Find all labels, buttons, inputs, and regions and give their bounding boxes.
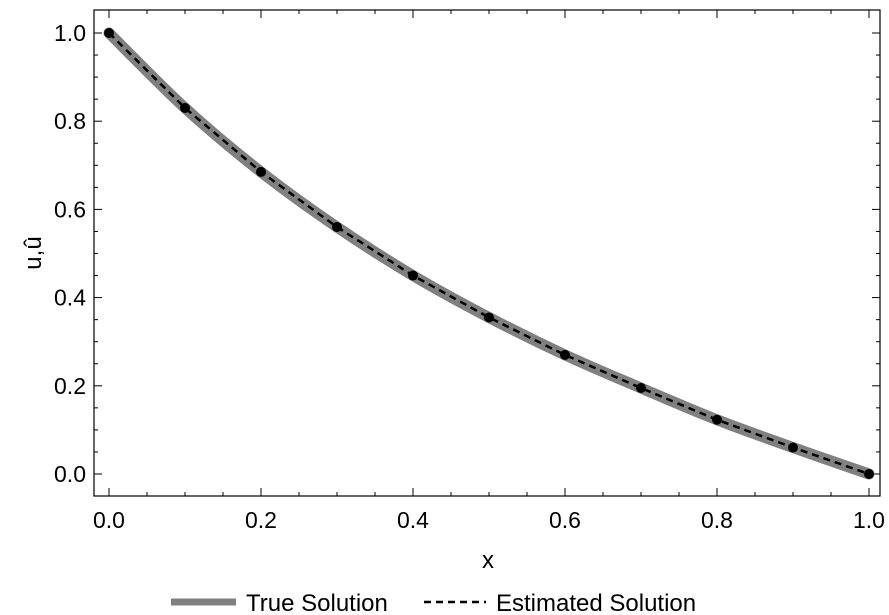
legend: True Solution Estimated Solution	[171, 590, 696, 615]
x-tick-label: 0.2	[245, 507, 277, 533]
y-tick-label: 1.0	[54, 20, 86, 46]
x-tick-label: 0.6	[549, 507, 581, 533]
x-axis-ticks: 0.0 0.2 0.4 0.6 0.8 1.0	[93, 10, 885, 533]
x-tick-label: 0.8	[701, 507, 733, 533]
x-tick-label: 1.0	[853, 507, 885, 533]
y-tick-label: 0.6	[54, 196, 86, 222]
estimated-solution-point	[484, 312, 494, 323]
series-true-solution-line	[103, 27, 875, 480]
x-axis-label: x	[482, 547, 494, 574]
x-tick-label: 0.4	[397, 507, 429, 533]
estimated-solution-point	[180, 102, 190, 113]
estimated-solution-point	[408, 270, 418, 281]
estimated-solution-point	[712, 414, 722, 425]
series-estimated-solution-line	[108, 32, 870, 476]
legend-label-true-solution: True Solution	[246, 590, 388, 615]
legend-label-estimated-solution: Estimated Solution	[496, 590, 696, 615]
y-axis-label: u,û	[20, 236, 47, 269]
estimated-solution-point	[864, 469, 874, 479]
y-tick-label: 0.4	[54, 285, 86, 311]
estimated-solution-point	[636, 383, 646, 394]
estimated-solution-point	[788, 442, 798, 453]
y-tick-label: 0.0	[54, 461, 86, 487]
estimated-solution-point	[560, 349, 570, 360]
y-axis-ticks: 0.0 0.2 0.4 0.6 0.8 1.0	[54, 20, 880, 487]
estimated-solution-point	[332, 222, 342, 233]
plot-frame	[93, 9, 881, 497]
x-tick-label: 0.0	[93, 507, 125, 533]
y-tick-label: 0.8	[54, 108, 86, 134]
series-layer	[103, 27, 875, 480]
estimated-solution-point	[104, 28, 114, 38]
estimated-solution-point	[256, 166, 266, 177]
y-tick-label: 0.2	[54, 373, 86, 399]
